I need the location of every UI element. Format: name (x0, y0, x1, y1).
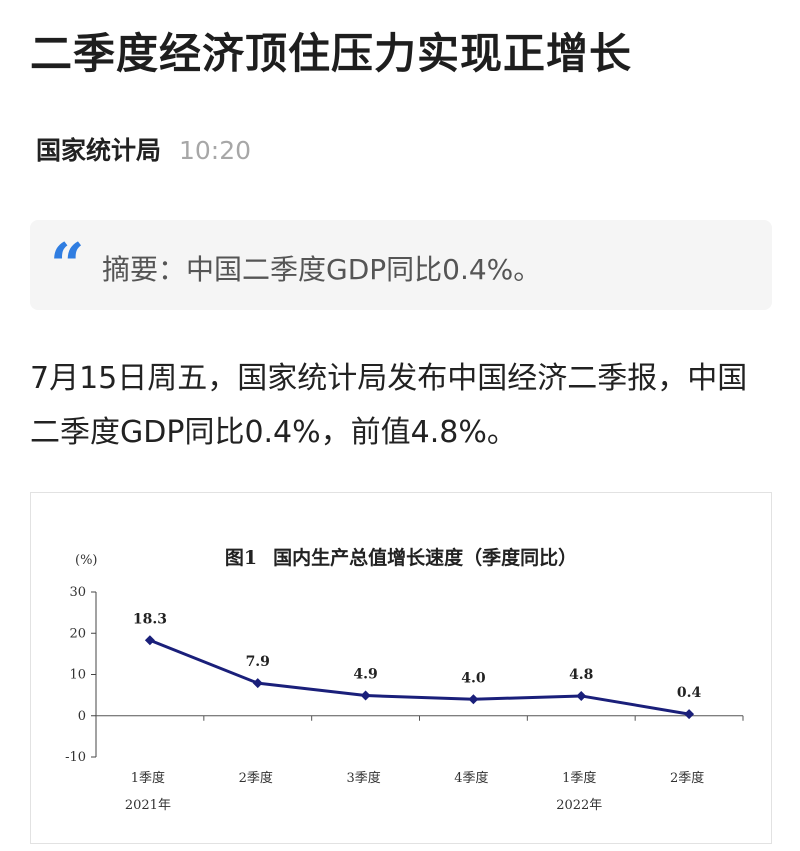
article-body: 7月15日周五，国家统计局发布中国经济二季报，中国二季度GDP同比0.4%，前值… (30, 361, 748, 450)
data-point-marker (576, 690, 587, 701)
x-tick-label: 3季度 (346, 770, 380, 786)
data-point-marker (144, 635, 155, 646)
gdp-line-chart: 30 20 10 0 -10 1季度 2季度 3季度 4季度 1季度 2季度 2021年 2022年 18… (65, 585, 744, 813)
x-tick-label: 1季度 (131, 770, 165, 786)
gdp-series-line (149, 638, 690, 716)
article-title: 二季度经济顶住压力实现正增长 (30, 29, 633, 78)
y-tick-label: 10 (69, 668, 86, 683)
data-point-marker (360, 690, 371, 701)
x-year-label: 2022年 (556, 798, 602, 813)
data-point-marker (684, 709, 695, 720)
summary-text: 摘要：中国二季度GDP同比0.4%。 (102, 253, 542, 286)
y-tick-label: 20 (69, 626, 86, 641)
data-label: 4.8 (569, 667, 593, 683)
data-label: 18.3 (133, 611, 167, 627)
data-label: 7.9 (246, 654, 270, 670)
source-name[interactable]: 国家统计局 (36, 136, 162, 165)
data-label: 4.0 (461, 670, 486, 686)
x-tick-label: 4季度 (454, 770, 488, 786)
chart-title-text: 国内生产总值增长速度（季度同比） (273, 547, 578, 569)
chart-title: 图1 国内生产总值增长速度（季度同比） (31, 543, 771, 570)
article-meta: 国家统计局 10:20 (36, 131, 251, 167)
data-label: 4.9 (353, 667, 377, 683)
x-tick-label: 2季度 (239, 770, 273, 786)
y-tick-label: -10 (65, 750, 86, 765)
x-tick-label: 1季度 (562, 770, 596, 786)
summary-box: “ 摘要：中国二季度GDP同比0.4%。 (30, 220, 772, 310)
y-tick-label: 0 (78, 709, 86, 724)
quote-icon: “ (50, 231, 85, 301)
chart-figure-label: 图1 (224, 547, 258, 569)
y-axis-unit-label: (%) (75, 553, 98, 568)
chart-image: 图1 国内生产总值增长速度（季度同比） (%) 30 20 10 0 -10 1季度 2季度 3… (30, 492, 772, 844)
y-tick-label: 30 (69, 585, 86, 600)
x-tick-label: 2季度 (670, 770, 704, 786)
data-point-marker (252, 678, 263, 689)
x-year-label: 2021年 (125, 798, 171, 813)
data-label: 0.4 (677, 685, 702, 701)
data-point-marker (468, 694, 479, 705)
publish-time: 10:20 (178, 136, 252, 165)
